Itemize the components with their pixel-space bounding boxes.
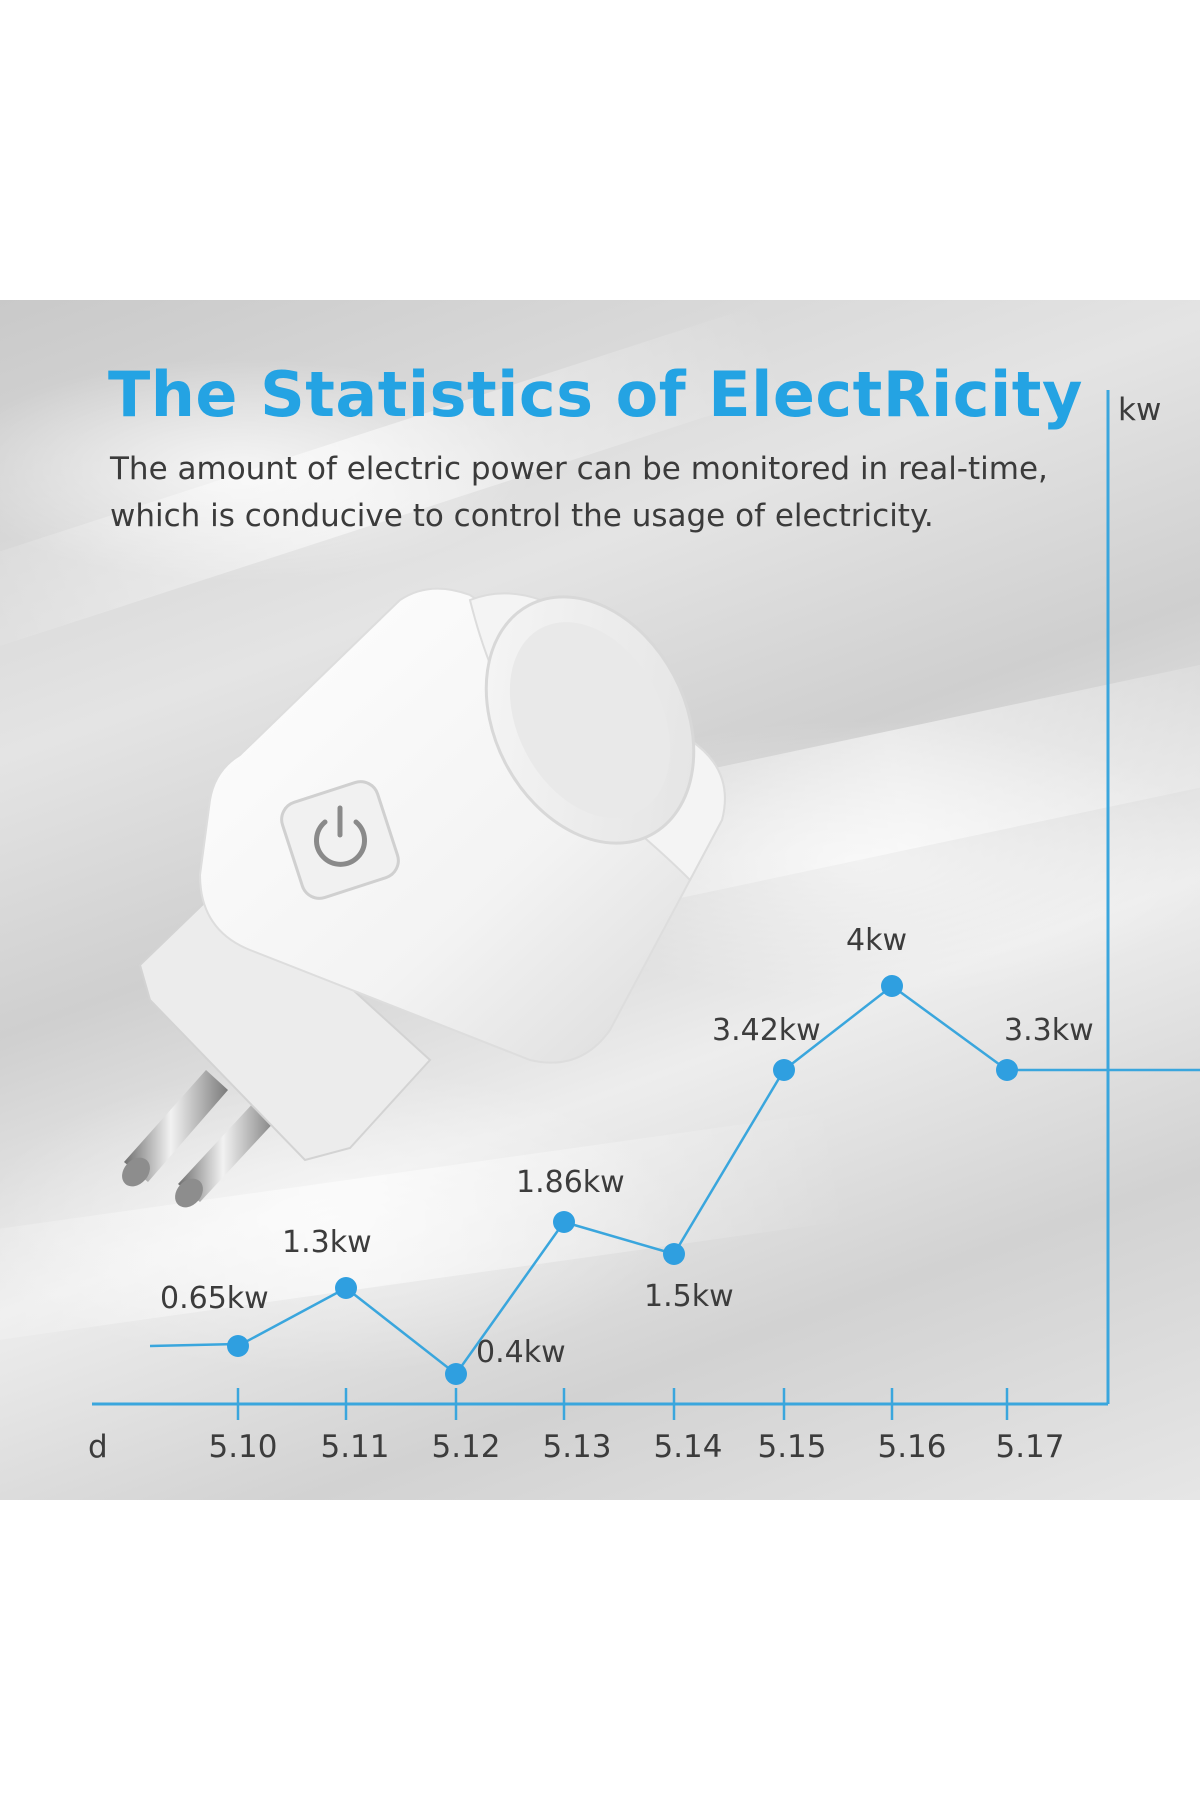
data-label: 1.3kw (282, 1225, 372, 1260)
x-tick-label: 5.16 (877, 1429, 946, 1465)
data-label: 4kw (846, 923, 907, 958)
data-label: 3.42kw (712, 1013, 821, 1048)
power-button[interactable] (277, 777, 403, 903)
data-point (881, 975, 903, 997)
data-point (553, 1211, 575, 1233)
x-tick-label: 5.13 (542, 1429, 611, 1465)
plug-pins (122, 1070, 278, 1208)
data-point (996, 1059, 1018, 1081)
data-point (663, 1243, 685, 1265)
data-label: 3.3kw (1004, 1013, 1094, 1048)
plug-body (198, 587, 726, 1064)
electricity-chart: kw d 5.10 5.11 5.12 5.13 5.14 5.15 5.16 5.17 0.… (88, 390, 1200, 1465)
y-axis-label: kw (1118, 392, 1161, 428)
page-title: The Statistics of ElectRicity (108, 358, 1083, 431)
page-subtitle: The amount of electric power can be moni… (110, 446, 1110, 540)
data-label: 0.4kw (476, 1335, 566, 1370)
data-point (227, 1335, 249, 1357)
data-point (773, 1059, 795, 1081)
data-label: 1.86kw (516, 1165, 625, 1200)
x-tick-label: 5.10 (208, 1429, 277, 1465)
x-tick-label: 5.14 (653, 1429, 722, 1465)
data-label: 1.5kw (644, 1279, 734, 1314)
subtitle-line-2: which is conducive to control the usage … (110, 498, 934, 534)
x-tick-label: 5.11 (320, 1429, 389, 1465)
subtitle-line-1: The amount of electric power can be moni… (110, 451, 1048, 487)
data-point (445, 1363, 467, 1385)
continuation-line-left (149, 1342, 239, 1348)
x-axis-label: d (88, 1429, 108, 1465)
product-panel: The Statistics of ElectRicity The amount… (0, 300, 1200, 1500)
smart-plug-illustration (122, 587, 726, 1208)
power-icon (314, 805, 367, 867)
x-tick-label: 5.15 (757, 1429, 826, 1465)
x-tick-label: 5.12 (431, 1429, 500, 1465)
data-point (335, 1277, 357, 1299)
x-tick-label: 5.17 (995, 1429, 1064, 1465)
series-line (237, 984, 1008, 1376)
data-label: 0.65kw (160, 1281, 269, 1316)
plug-base (138, 876, 432, 1162)
